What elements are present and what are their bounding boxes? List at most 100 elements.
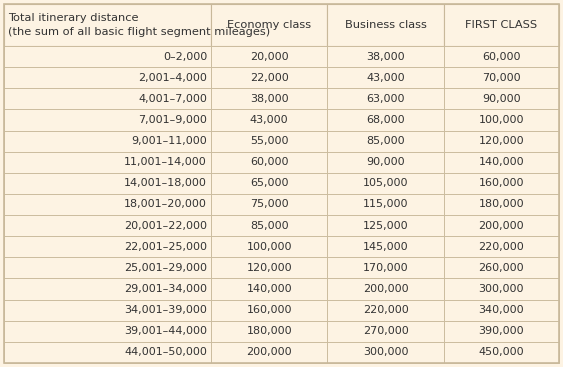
- Bar: [444, 299, 559, 321]
- Text: 100,000: 100,000: [479, 115, 524, 125]
- Text: 90,000: 90,000: [366, 157, 405, 167]
- Text: 70,000: 70,000: [482, 73, 521, 83]
- Bar: [327, 173, 444, 194]
- Bar: [444, 173, 559, 194]
- Bar: [211, 321, 327, 342]
- Bar: [4, 257, 211, 279]
- Text: 55,000: 55,000: [250, 136, 288, 146]
- Text: Business class: Business class: [345, 20, 426, 30]
- Text: 60,000: 60,000: [482, 52, 521, 62]
- Bar: [444, 194, 559, 215]
- Bar: [211, 299, 327, 321]
- Text: 125,000: 125,000: [363, 221, 408, 230]
- Bar: [444, 88, 559, 109]
- Text: 65,000: 65,000: [250, 178, 288, 188]
- Bar: [4, 173, 211, 194]
- Bar: [444, 4, 559, 46]
- Text: 105,000: 105,000: [363, 178, 408, 188]
- Text: 120,000: 120,000: [479, 136, 524, 146]
- Text: 300,000: 300,000: [479, 284, 524, 294]
- Bar: [211, 257, 327, 279]
- Text: 180,000: 180,000: [479, 200, 524, 210]
- Bar: [211, 215, 327, 236]
- Text: 220,000: 220,000: [363, 305, 408, 315]
- Bar: [327, 152, 444, 173]
- Bar: [211, 88, 327, 109]
- Bar: [4, 236, 211, 257]
- Text: 90,000: 90,000: [482, 94, 521, 104]
- Text: 34,001–39,000: 34,001–39,000: [124, 305, 207, 315]
- Text: 75,000: 75,000: [250, 200, 288, 210]
- Text: 85,000: 85,000: [366, 136, 405, 146]
- Bar: [4, 321, 211, 342]
- Text: 160,000: 160,000: [247, 305, 292, 315]
- Bar: [4, 67, 211, 88]
- Bar: [327, 109, 444, 131]
- Bar: [444, 342, 559, 363]
- Bar: [327, 88, 444, 109]
- Text: 160,000: 160,000: [479, 178, 524, 188]
- Bar: [327, 299, 444, 321]
- Text: 29,001–34,000: 29,001–34,000: [124, 284, 207, 294]
- Text: 145,000: 145,000: [363, 242, 408, 252]
- Text: 120,000: 120,000: [247, 263, 292, 273]
- Bar: [327, 236, 444, 257]
- Bar: [327, 257, 444, 279]
- Text: 100,000: 100,000: [247, 242, 292, 252]
- Bar: [4, 88, 211, 109]
- Text: 11,001–14,000: 11,001–14,000: [124, 157, 207, 167]
- Bar: [444, 321, 559, 342]
- Bar: [444, 46, 559, 67]
- Bar: [211, 67, 327, 88]
- Text: 170,000: 170,000: [363, 263, 408, 273]
- Bar: [211, 236, 327, 257]
- Text: 200,000: 200,000: [363, 284, 408, 294]
- Bar: [327, 321, 444, 342]
- Bar: [444, 152, 559, 173]
- Text: 0–2,000: 0–2,000: [163, 52, 207, 62]
- Text: 18,001–20,000: 18,001–20,000: [124, 200, 207, 210]
- Text: 7,001–9,000: 7,001–9,000: [138, 115, 207, 125]
- Text: 20,000: 20,000: [250, 52, 288, 62]
- Bar: [211, 109, 327, 131]
- Text: 2,001–4,000: 2,001–4,000: [138, 73, 207, 83]
- Bar: [444, 236, 559, 257]
- Bar: [211, 131, 327, 152]
- Text: 38,000: 38,000: [366, 52, 405, 62]
- Bar: [4, 152, 211, 173]
- Bar: [444, 67, 559, 88]
- Text: 300,000: 300,000: [363, 348, 408, 357]
- Bar: [327, 279, 444, 299]
- Text: 180,000: 180,000: [247, 326, 292, 336]
- Text: 260,000: 260,000: [479, 263, 524, 273]
- Bar: [211, 46, 327, 67]
- Bar: [211, 279, 327, 299]
- Bar: [211, 152, 327, 173]
- Bar: [327, 342, 444, 363]
- Text: 200,000: 200,000: [479, 221, 524, 230]
- Bar: [444, 109, 559, 131]
- Bar: [327, 4, 444, 46]
- Bar: [211, 194, 327, 215]
- Bar: [327, 215, 444, 236]
- Text: 220,000: 220,000: [479, 242, 524, 252]
- Text: 140,000: 140,000: [247, 284, 292, 294]
- Text: Economy class: Economy class: [227, 20, 311, 30]
- Text: 340,000: 340,000: [479, 305, 524, 315]
- Bar: [327, 131, 444, 152]
- Bar: [4, 4, 211, 46]
- Bar: [4, 109, 211, 131]
- Text: 115,000: 115,000: [363, 200, 408, 210]
- Bar: [4, 131, 211, 152]
- Bar: [4, 342, 211, 363]
- Bar: [4, 279, 211, 299]
- Text: 39,001–44,000: 39,001–44,000: [124, 326, 207, 336]
- Text: 20,001–22,000: 20,001–22,000: [124, 221, 207, 230]
- Bar: [4, 46, 211, 67]
- Bar: [444, 215, 559, 236]
- Bar: [211, 4, 327, 46]
- Bar: [444, 131, 559, 152]
- Bar: [211, 342, 327, 363]
- Bar: [211, 173, 327, 194]
- Text: 43,000: 43,000: [366, 73, 405, 83]
